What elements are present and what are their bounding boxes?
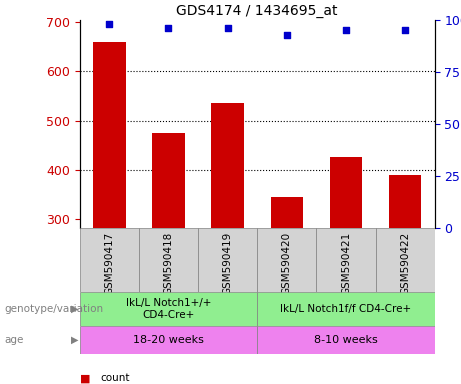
- Bar: [316, 228, 376, 292]
- Bar: [212, 103, 244, 228]
- Bar: [198, 228, 257, 292]
- Point: [402, 27, 409, 33]
- Bar: [80, 228, 139, 292]
- Text: count: count: [100, 373, 130, 383]
- Text: age: age: [5, 335, 24, 345]
- Text: IkL/L Notch1+/+
CD4-Cre+: IkL/L Notch1+/+ CD4-Cre+: [126, 298, 211, 319]
- Text: GSM590422: GSM590422: [400, 232, 410, 295]
- Bar: [139, 228, 198, 292]
- Text: GSM590418: GSM590418: [164, 232, 173, 295]
- Title: GDS4174 / 1434695_at: GDS4174 / 1434695_at: [177, 3, 338, 18]
- Point: [106, 21, 113, 27]
- Text: 18-20 weeks: 18-20 weeks: [133, 335, 204, 345]
- Bar: [257, 228, 316, 292]
- Text: ▶: ▶: [71, 335, 79, 345]
- Bar: [93, 42, 125, 228]
- Text: ■: ■: [80, 373, 90, 383]
- Bar: [271, 197, 303, 228]
- Bar: [330, 157, 362, 228]
- Bar: [80, 292, 257, 326]
- Text: GSM590419: GSM590419: [223, 232, 233, 295]
- Text: 8-10 weeks: 8-10 weeks: [314, 335, 378, 345]
- Bar: [389, 174, 421, 228]
- Bar: [257, 292, 435, 326]
- Point: [283, 31, 290, 38]
- Bar: [80, 326, 257, 354]
- Bar: [257, 326, 435, 354]
- Bar: [152, 133, 185, 228]
- Text: ▶: ▶: [71, 304, 79, 314]
- Point: [342, 27, 349, 33]
- Text: IkL/L Notch1f/f CD4-Cre+: IkL/L Notch1f/f CD4-Cre+: [280, 304, 412, 314]
- Text: GSM590420: GSM590420: [282, 232, 292, 295]
- Point: [165, 25, 172, 31]
- Text: GSM590417: GSM590417: [104, 232, 114, 295]
- Bar: [376, 228, 435, 292]
- Text: GSM590421: GSM590421: [341, 232, 351, 295]
- Point: [224, 25, 231, 31]
- Text: genotype/variation: genotype/variation: [5, 304, 104, 314]
